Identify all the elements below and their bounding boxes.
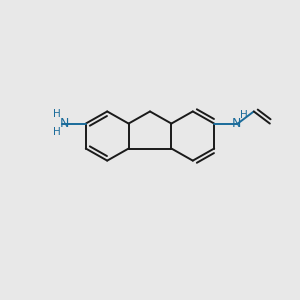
Text: H: H [240, 110, 248, 120]
Text: H: H [53, 109, 61, 119]
Text: N: N [232, 117, 242, 130]
Text: N: N [60, 117, 69, 130]
Text: H: H [53, 128, 61, 137]
